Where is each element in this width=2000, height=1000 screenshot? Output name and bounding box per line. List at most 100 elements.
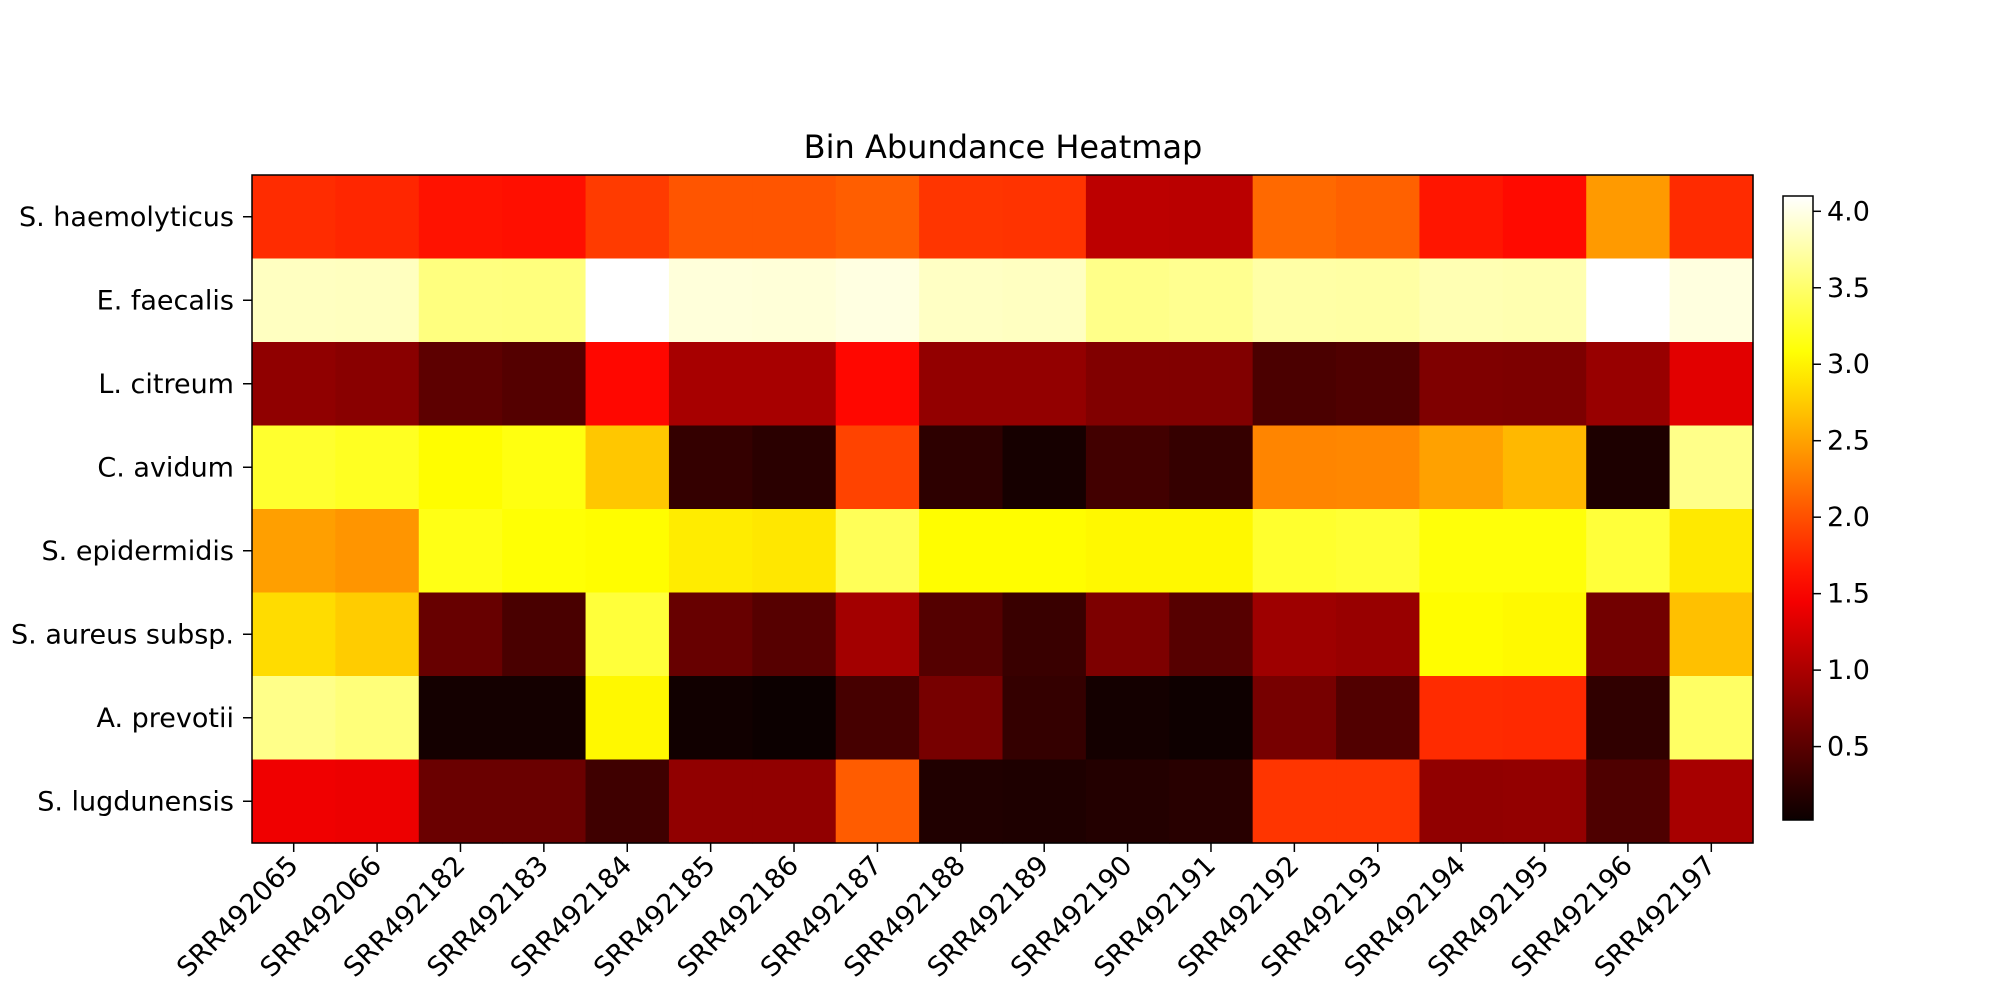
heatmap-cell (752, 592, 837, 677)
heatmap-cell (335, 509, 420, 594)
heatmap-cell (835, 425, 920, 510)
heatmap-cell (835, 759, 920, 844)
heatmap-cell (1169, 258, 1254, 343)
heatmap-cell (1419, 342, 1504, 427)
heatmap-cell (418, 592, 503, 677)
heatmap-cell (919, 759, 1004, 844)
heatmap-cell (502, 175, 587, 260)
heatmap-cell (252, 759, 336, 844)
heatmap-cell (835, 509, 920, 594)
heatmap-cell (1502, 676, 1587, 761)
heatmap-cell (502, 592, 587, 677)
heatmap-cell (1085, 425, 1170, 510)
heatmap-cell (1085, 342, 1170, 427)
heatmap-cell (1419, 425, 1504, 510)
y-tick-label: S. epidermidis (42, 536, 234, 567)
heatmap-cell (1336, 759, 1421, 844)
heatmap-cell (1252, 175, 1337, 260)
heatmap-cell (1336, 175, 1421, 260)
heatmap-cell (668, 175, 753, 260)
heatmap-cell (1252, 342, 1337, 427)
colorbar-tick-label: 4.0 (1827, 196, 1870, 227)
y-tick-label: S. aureus subsp. (11, 619, 234, 650)
heatmap-cell (1502, 759, 1587, 844)
chart-title: Bin Abundance Heatmap (804, 128, 1203, 166)
heatmap-cell (335, 342, 420, 427)
heatmap-cell (668, 759, 753, 844)
heatmap-cell (1252, 759, 1337, 844)
heatmap-cell (585, 592, 670, 677)
heatmap-cell (585, 258, 670, 343)
colorbar-tick-label: 1.0 (1827, 655, 1870, 686)
heatmap-cell (252, 258, 336, 343)
heatmap-cell (335, 175, 420, 260)
heatmap-cell (1169, 676, 1254, 761)
heatmap-cell (585, 342, 670, 427)
heatmap-cell (919, 175, 1004, 260)
heatmap-cell (668, 425, 753, 510)
heatmap-cell (1002, 425, 1087, 510)
heatmap-cell (1252, 592, 1337, 677)
heatmap-cell (1586, 592, 1671, 677)
heatmap-cell (1252, 509, 1337, 594)
heatmap-cell (1419, 258, 1504, 343)
colorbar-tick-label: 0.5 (1827, 732, 1870, 763)
x-axis: SRR492065SRR492066SRR492182SRR492183SRR4… (171, 843, 1722, 983)
heatmap-cell (835, 258, 920, 343)
heatmap-cell (752, 175, 837, 260)
heatmap-cell (1502, 592, 1587, 677)
heatmap-cell (1419, 676, 1504, 761)
heatmap-cell (252, 425, 336, 510)
heatmap-cell (1669, 509, 1754, 594)
heatmap-cell (1419, 175, 1504, 260)
heatmap-cell (1169, 175, 1254, 260)
heatmap-cells (252, 175, 1754, 844)
heatmap-cell (1669, 592, 1754, 677)
heatmap-cell (1586, 258, 1671, 343)
heatmap-cell (1502, 342, 1587, 427)
heatmap-cell (252, 342, 336, 427)
heatmap-cell (418, 175, 503, 260)
heatmap-cell (1002, 175, 1087, 260)
heatmap-cell (919, 425, 1004, 510)
heatmap-cell (1669, 759, 1754, 844)
heatmap-cell (585, 676, 670, 761)
heatmap-cell (752, 258, 837, 343)
heatmap-cell (1502, 175, 1587, 260)
heatmap-cell (1002, 342, 1087, 427)
heatmap-cell (835, 676, 920, 761)
heatmap-cell (335, 425, 420, 510)
heatmap-cell (335, 676, 420, 761)
heatmap-cell (1169, 509, 1254, 594)
heatmap-cell (1002, 676, 1087, 761)
heatmap-cell (418, 425, 503, 510)
heatmap-cell (668, 342, 753, 427)
heatmap-cell (752, 759, 837, 844)
heatmap-cell (1002, 509, 1087, 594)
heatmap-cell (1169, 425, 1254, 510)
heatmap-cell (1336, 592, 1421, 677)
heatmap-cell (1502, 509, 1587, 594)
heatmap-cell (919, 258, 1004, 343)
heatmap-cell (668, 676, 753, 761)
heatmap-cell (1336, 342, 1421, 427)
y-tick-label: A. prevotii (96, 703, 234, 734)
heatmap-cell (752, 509, 837, 594)
heatmap-cell (335, 258, 420, 343)
heatmap-cell (1252, 425, 1337, 510)
heatmap-cell (335, 592, 420, 677)
y-axis: S. haemolyticus E. faecalis L. citreum C. a… (11, 202, 252, 817)
heatmap-cell (1669, 258, 1754, 343)
heatmap-cell (919, 676, 1004, 761)
heatmap-cell (1669, 175, 1754, 260)
heatmap-cell (1502, 258, 1587, 343)
heatmap-cell (1252, 258, 1337, 343)
heatmap-cell (1002, 759, 1087, 844)
heatmap-cell (1085, 509, 1170, 594)
heatmap-cell (1085, 759, 1170, 844)
heatmap-cell (835, 175, 920, 260)
heatmap-cell (585, 509, 670, 594)
heatmap-cell (1586, 425, 1671, 510)
heatmap-cell (1169, 342, 1254, 427)
heatmap-cell (418, 676, 503, 761)
